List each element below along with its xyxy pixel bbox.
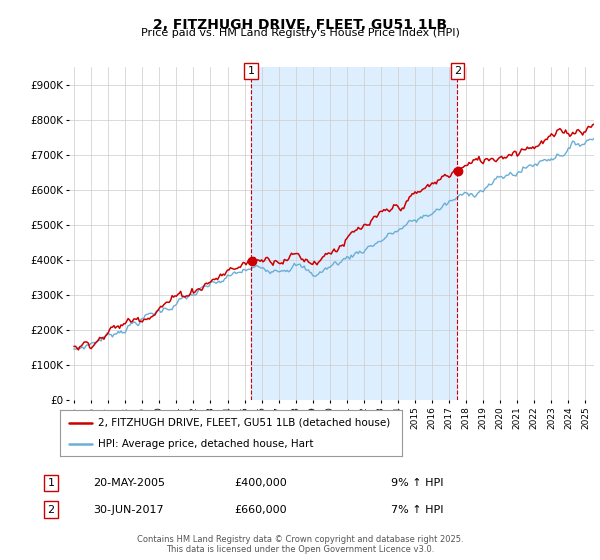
Text: 2: 2 (454, 66, 461, 76)
Text: 1: 1 (248, 66, 254, 76)
Bar (251, 67, 457, 400)
Text: HPI: Average price, detached house, Hart: HPI: Average price, detached house, Hart (98, 439, 313, 449)
Text: £660,000: £660,000 (235, 505, 287, 515)
Text: Contains HM Land Registry data © Crown copyright and database right 2025.
This d: Contains HM Land Registry data © Crown c… (137, 535, 463, 554)
Text: £400,000: £400,000 (235, 478, 287, 488)
Text: 1: 1 (47, 478, 55, 488)
Text: 2, FITZHUGH DRIVE, FLEET, GU51 1LB: 2, FITZHUGH DRIVE, FLEET, GU51 1LB (153, 18, 447, 32)
Text: 7% ↑ HPI: 7% ↑ HPI (391, 505, 443, 515)
Text: 2, FITZHUGH DRIVE, FLEET, GU51 1LB (detached house): 2, FITZHUGH DRIVE, FLEET, GU51 1LB (deta… (98, 418, 390, 428)
Text: Price paid vs. HM Land Registry's House Price Index (HPI): Price paid vs. HM Land Registry's House … (140, 28, 460, 38)
Text: 30-JUN-2017: 30-JUN-2017 (93, 505, 164, 515)
Text: 2: 2 (47, 505, 55, 515)
Text: 20-MAY-2005: 20-MAY-2005 (93, 478, 165, 488)
Text: 9% ↑ HPI: 9% ↑ HPI (391, 478, 443, 488)
